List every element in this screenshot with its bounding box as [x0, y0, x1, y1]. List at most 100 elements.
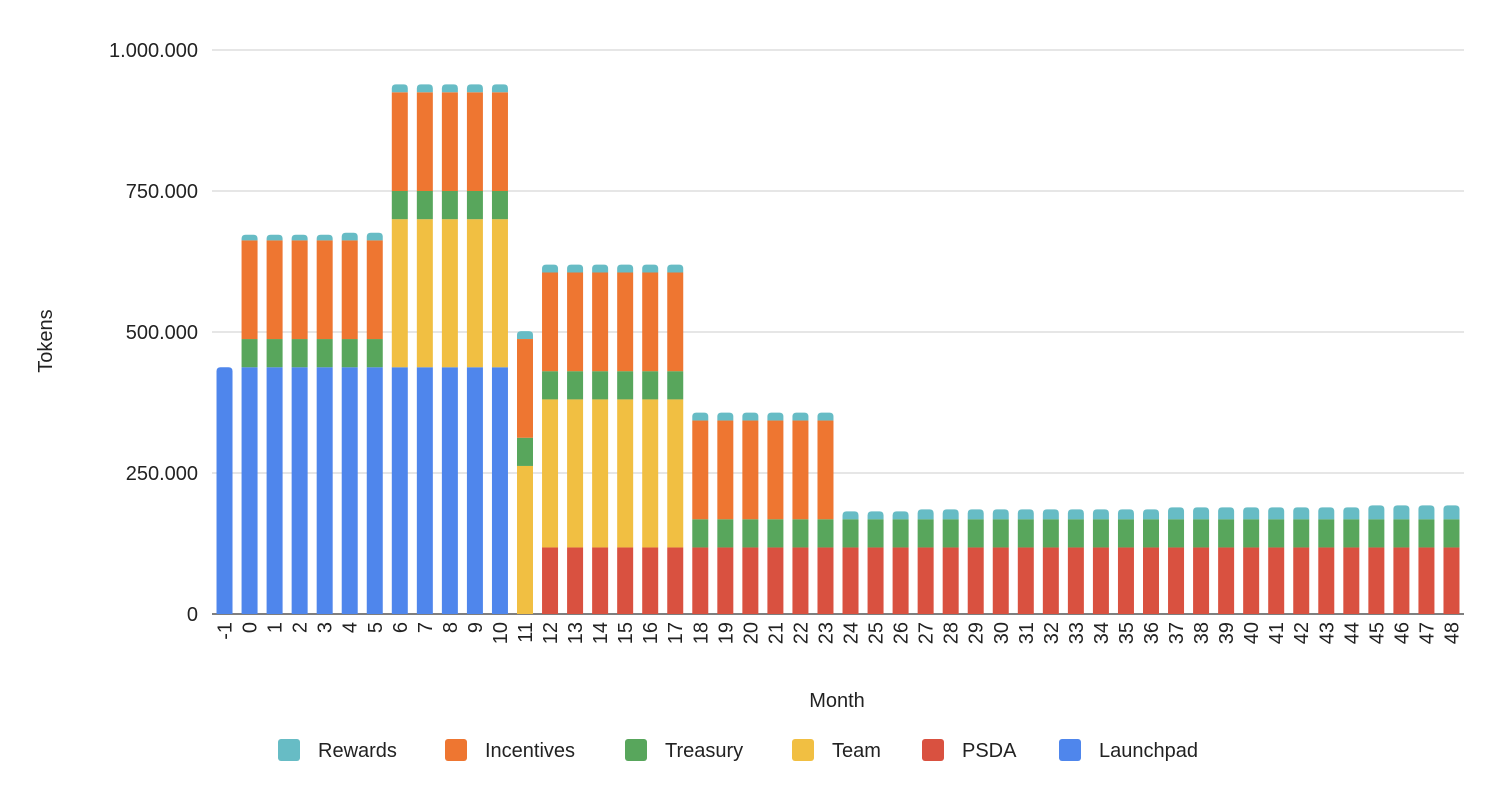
bar-segment-rewards	[667, 264, 684, 273]
bar-segment-treasury	[466, 191, 483, 220]
x-tick-label: 6	[390, 622, 412, 633]
bar-segment-team	[542, 399, 559, 548]
bar-segment-treasury	[767, 519, 784, 548]
x-tick-label: 3	[315, 622, 337, 633]
bar-segment-treasury	[742, 519, 759, 548]
y-tick-label: 500.000	[126, 322, 198, 344]
bar-segment-launchpad	[441, 367, 458, 614]
bar-segment-rewards	[1218, 507, 1235, 520]
legend-item-psda: PSDA	[922, 739, 1017, 762]
bar-segment-psda	[742, 547, 759, 614]
bar-segment-incentives	[642, 272, 659, 372]
bar-segment-psda	[1318, 547, 1335, 614]
bar-segment-treasury	[917, 519, 934, 548]
bar-segment-rewards	[1143, 509, 1159, 520]
legend: Rewards Incentives Treasury Team PSDA Launchp…	[278, 739, 1198, 762]
bar-segment-incentives	[266, 240, 283, 340]
bar-segment-incentives	[316, 240, 333, 340]
bar-segment-launchpad	[391, 367, 408, 614]
y-tick-label: 1.000.000	[109, 40, 198, 62]
bar-segment-psda	[1092, 547, 1109, 614]
bar-segment-treasury	[592, 371, 609, 400]
x-tick-label: 10	[490, 622, 512, 644]
bar-segment-launchpad	[291, 367, 308, 614]
bar-segment-psda	[717, 547, 734, 614]
bar-segment-rewards	[391, 84, 408, 93]
bar-segment-psda	[817, 547, 834, 614]
legend-label: Rewards	[318, 740, 397, 762]
bar-segment-psda	[1243, 547, 1260, 614]
bar-segment-psda	[1368, 547, 1385, 614]
bar-segment-launchpad	[341, 367, 358, 614]
x-tick-label: 22	[790, 622, 812, 644]
legend-swatch	[922, 739, 944, 761]
legend-swatch	[445, 739, 467, 761]
bar-segment-rewards	[967, 509, 984, 520]
bar-segment-treasury	[517, 437, 533, 466]
bar-segment-launchpad	[466, 367, 483, 614]
x-tick-label: 27	[916, 622, 938, 644]
legend-label: Launchpad	[1099, 740, 1198, 762]
bar-segment-rewards	[416, 84, 433, 93]
bar-segment-rewards	[767, 412, 784, 421]
bar-segment-psda	[792, 547, 809, 614]
x-tick-label: 25	[866, 622, 888, 644]
bar-segment-psda	[917, 547, 934, 614]
x-tick-label: 28	[941, 622, 963, 644]
bar-segment-psda	[767, 547, 784, 614]
bar-segment-treasury	[266, 339, 283, 368]
x-tick-label: 47	[1416, 622, 1438, 644]
bar-segment-incentives	[466, 92, 483, 191]
bar-segment-incentives	[291, 240, 308, 340]
bar-segment-incentives	[567, 272, 584, 372]
bar-segment-incentives	[717, 420, 734, 520]
bar-segment-treasury	[867, 519, 884, 548]
bar-segment-rewards	[692, 412, 709, 421]
x-tick-label: 33	[1066, 622, 1088, 644]
bar-segment-incentives	[592, 272, 609, 372]
bar-segment-incentives	[416, 92, 433, 191]
x-tick-label: 45	[1366, 622, 1388, 644]
x-tick-label: 46	[1391, 622, 1413, 644]
bar-segment-rewards	[341, 232, 358, 241]
bar-segment-incentives	[241, 240, 258, 340]
x-tick-label: 15	[615, 622, 637, 644]
bar-segment-launchpad	[266, 367, 283, 614]
bar-segment-rewards	[1343, 507, 1360, 520]
bar-segment-psda	[842, 547, 859, 614]
bar-segment-treasury	[892, 519, 909, 548]
x-tick-label: 0	[240, 622, 262, 633]
bar-segment-rewards	[1067, 509, 1084, 520]
bar-segment-rewards	[1393, 505, 1410, 520]
x-tick-label: 23	[815, 622, 837, 644]
x-tick-label: 43	[1316, 622, 1338, 644]
y-tick-label: 750.000	[126, 181, 198, 203]
bar-segment-treasury	[1017, 519, 1034, 548]
legend-label: Incentives	[485, 740, 575, 762]
bar-segment-treasury	[1343, 519, 1360, 548]
bar-segment-treasury	[792, 519, 809, 548]
bar-segment-rewards	[291, 234, 308, 241]
x-tick-label: 17	[665, 622, 687, 644]
bar-segment-launchpad	[416, 367, 433, 614]
bar-segment-treasury	[817, 519, 834, 548]
bar-segment-treasury	[1143, 519, 1159, 548]
x-axis-title: Month	[809, 690, 865, 712]
bar-segment-treasury	[1293, 519, 1310, 548]
bar-segment-incentives	[391, 92, 408, 191]
bar-segment-rewards	[567, 264, 584, 273]
legend-item-treasury: Treasury	[625, 739, 743, 762]
bar-segment-rewards	[1368, 505, 1385, 520]
legend-swatch	[278, 739, 300, 761]
bar-segment-psda	[542, 547, 559, 614]
x-tick-label: 9	[465, 622, 487, 633]
x-tick-label: 31	[1016, 622, 1038, 644]
bar-segment-treasury	[717, 519, 734, 548]
bar-segment-treasury	[1368, 519, 1385, 548]
bar-segment-incentives	[542, 272, 559, 372]
legend-item-incentives: Incentives	[445, 739, 575, 762]
bar-segment-treasury	[366, 339, 383, 368]
bar-segment-incentives	[366, 240, 383, 340]
x-tick-label: 39	[1216, 622, 1238, 644]
